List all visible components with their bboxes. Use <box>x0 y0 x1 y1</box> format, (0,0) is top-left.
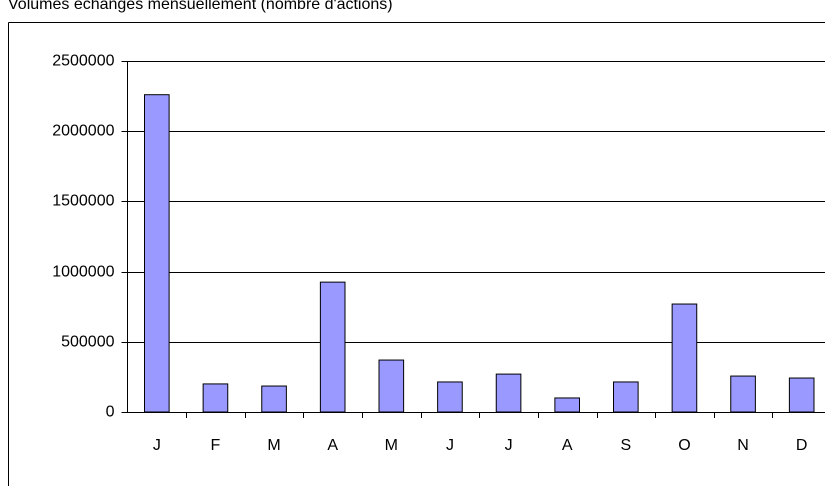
x-tick-label: M <box>385 437 398 454</box>
bar <box>788 377 815 413</box>
x-tick-label: J <box>153 437 161 454</box>
y-tick-label: 2000000 <box>52 123 114 140</box>
x-tick-label: J <box>505 437 513 454</box>
x-tick-label: D <box>796 437 808 454</box>
x-tick-label: A <box>327 437 338 454</box>
y-tick-label: 2500000 <box>52 53 114 70</box>
bar <box>554 397 580 413</box>
bar <box>261 385 287 413</box>
x-tick-label: M <box>267 437 280 454</box>
y-tick-label: 1000000 <box>52 264 114 281</box>
x-tick-label: N <box>737 437 749 454</box>
bar <box>378 359 405 413</box>
x-tick-label: F <box>211 437 221 454</box>
bar <box>202 383 229 413</box>
x-tick-label: A <box>562 437 573 454</box>
y-tick-label: 0 <box>106 404 115 421</box>
bar <box>319 281 346 413</box>
x-tick-label: J <box>446 437 454 454</box>
bar <box>613 381 639 413</box>
chart-title: Volumes échangés mensuellement (nombre d… <box>8 0 393 13</box>
x-tick-label: O <box>678 437 690 454</box>
x-tick-label: S <box>620 437 631 454</box>
bar <box>144 94 170 413</box>
bar <box>495 373 522 413</box>
bar <box>730 375 756 413</box>
bar <box>671 303 698 413</box>
bar <box>437 381 463 413</box>
y-tick-label: 500000 <box>61 334 114 351</box>
y-tick-label: 1500000 <box>52 193 114 210</box>
